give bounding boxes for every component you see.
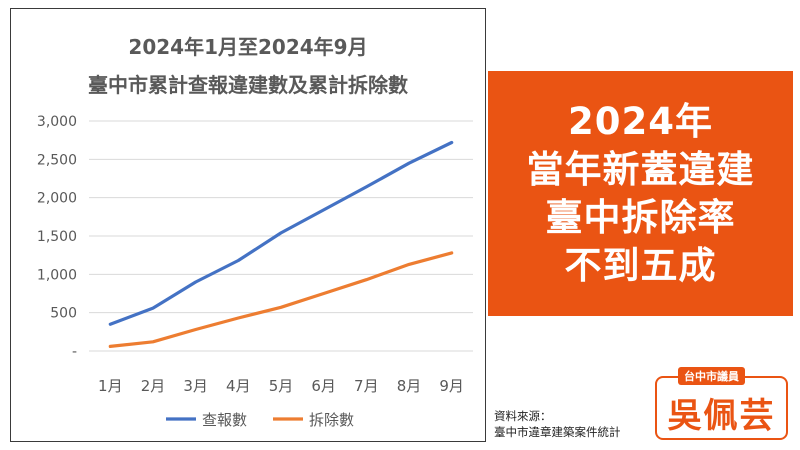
x-tick-label: 8月: [397, 377, 422, 395]
y-tick-label: 2,500: [37, 152, 77, 168]
source-text: 臺中市違章建築案件統計: [494, 425, 621, 439]
data-source: 資料來源： 臺中市違章建築案件統計: [494, 408, 621, 440]
chart-panel: 2024年1月至2024年9月 臺中市累計查報違建數及累計拆除數 3,000 2,…: [10, 8, 486, 442]
x-tick-label: 7月: [354, 377, 379, 395]
headline-line-3: 臺中拆除率: [545, 195, 736, 239]
series-line-2: [108, 251, 454, 348]
x-tick-label: 9月: [439, 377, 464, 395]
headline-line-2: 當年新蓋違建: [526, 147, 755, 191]
line-chart: 3,000 2,500 2,000 1,500 1,000 500 - 1月 2月 3月 4月 5月 6…: [37, 114, 473, 429]
x-tick-label: 3月: [183, 377, 208, 395]
chart-title: 2024年1月至2024年9月: [128, 35, 368, 59]
x-tick-label: 1月: [98, 377, 123, 395]
headline-line-4: 不到五成: [564, 243, 717, 287]
councillor-badge: 台中市議員 吳佩芸: [655, 367, 788, 440]
source-label: 資料來源：: [494, 409, 552, 423]
badge-title: 台中市議員: [678, 367, 745, 385]
series-line-1: [108, 140, 454, 326]
badge-name: 吳佩芸: [667, 396, 776, 436]
x-tick-label: 2月: [141, 377, 166, 395]
y-tick-label: -: [72, 344, 77, 360]
legend-label: 查報數: [202, 411, 247, 429]
y-tick-label: 1,500: [37, 229, 77, 245]
y-tick-label: 3,000: [37, 114, 77, 130]
headline-line-1: 2024年: [568, 99, 713, 143]
chart-subtitle: 臺中市累計查報違建數及累計拆除數: [88, 73, 408, 97]
y-tick-label: 1,000: [37, 267, 77, 283]
legend-label: 拆除數: [309, 411, 354, 429]
y-tick-label: 2,000: [37, 191, 77, 207]
headline-box: 2024年 當年新蓋違建 臺中拆除率 不到五成: [488, 71, 793, 316]
y-tick-label: 500: [50, 306, 77, 322]
x-tick-label: 4月: [226, 377, 251, 395]
x-tick-label: 5月: [269, 377, 294, 395]
x-tick-label: 6月: [311, 377, 336, 395]
